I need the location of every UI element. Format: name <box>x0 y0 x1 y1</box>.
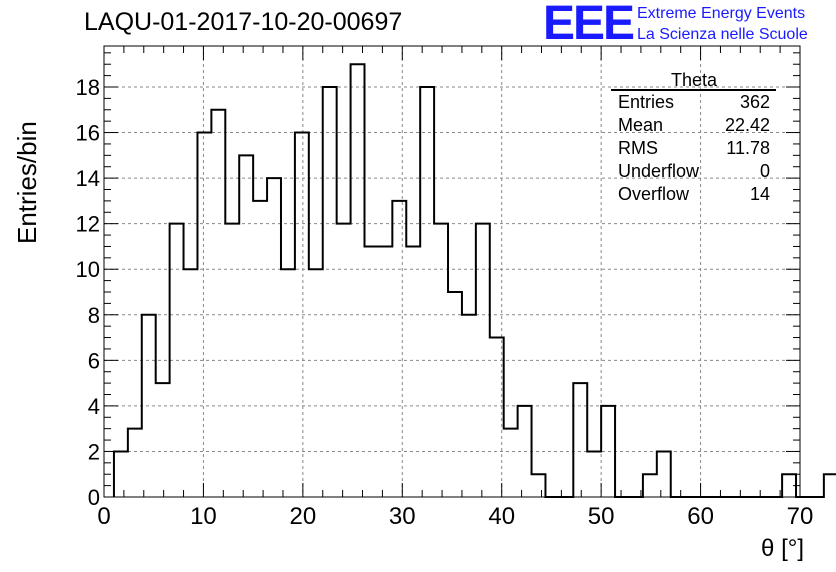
stats-row-entries: Entries 362 <box>618 92 770 114</box>
x-tick-label: 20 <box>290 503 317 530</box>
histogram-bin <box>601 406 615 497</box>
x-tick-label: 70 <box>787 503 814 530</box>
histogram-bin <box>392 201 406 497</box>
histogram-bin <box>406 246 420 497</box>
y-tick-label: 8 <box>88 303 100 328</box>
y-axis-label: Entries/bin <box>12 120 42 244</box>
stats-key: Underflow <box>618 161 700 181</box>
eee-logo: EEE <box>543 0 635 50</box>
stats-key: Overflow <box>618 184 690 204</box>
histogram-bin <box>420 87 434 497</box>
histogram-bin <box>156 383 170 497</box>
histogram-bin <box>253 201 267 497</box>
stats-value: 14 <box>749 184 770 204</box>
y-tick-label: 2 <box>88 439 100 464</box>
histogram-bin <box>573 383 587 497</box>
histogram-bin <box>142 315 156 497</box>
stats-row-mean: Mean 22.42 <box>618 115 770 137</box>
histogram-bin <box>365 246 379 497</box>
plot-frame <box>103 45 801 498</box>
histogram-bin <box>476 224 490 497</box>
stats-value: 0 <box>759 161 770 181</box>
y-tick-label: 4 <box>88 394 100 419</box>
histogram-bin <box>211 110 225 497</box>
histogram-bin <box>490 338 504 497</box>
y-tick-label: 0 <box>88 485 100 510</box>
logo-text: Extreme Energy Events La Scienza nelle S… <box>637 3 808 45</box>
y-tick-label: 6 <box>88 348 100 373</box>
histogram-bin <box>337 224 351 497</box>
histogram-bin <box>587 451 601 497</box>
histogram-bin <box>504 429 518 497</box>
x-tick-label: 30 <box>389 503 416 530</box>
y-tick-label: 10 <box>76 257 100 282</box>
x-tick-label: 50 <box>588 503 615 530</box>
x-tick-label: 40 <box>488 503 515 530</box>
histogram-bin <box>295 133 309 497</box>
y-tick-label: 14 <box>76 166 100 191</box>
stats-row-underflow: Underflow 0 <box>618 161 770 183</box>
x-tick-label: 10 <box>190 503 217 530</box>
histogram-bin <box>824 474 836 497</box>
stats-row-rms: RMS 11.78 <box>618 138 770 160</box>
histogram-bin <box>239 155 253 497</box>
histogram-bin <box>378 246 392 497</box>
y-tick-label: 12 <box>76 212 100 237</box>
stats-row-overflow: Overflow 14 <box>618 184 770 206</box>
plot-title: LAQU-01-2017-10-20-00697 <box>84 8 403 36</box>
logo-line-1: Extreme Energy Events <box>637 5 806 22</box>
histogram-bin <box>532 474 546 497</box>
histogram-bin <box>184 269 198 497</box>
y-tick-label: 16 <box>76 121 100 146</box>
x-axis-label: θ [°] <box>761 535 804 562</box>
histogram-bin <box>197 133 211 497</box>
stats-box-title: Theta <box>670 70 718 90</box>
histogram-bin <box>225 224 239 497</box>
histogram-bin <box>448 292 462 497</box>
histogram-bin <box>114 451 128 497</box>
histogram-bin <box>657 451 671 497</box>
histogram-bin <box>309 269 323 497</box>
histogram-bin <box>434 224 448 497</box>
stats-key: RMS <box>618 138 658 158</box>
stats-value: 362 <box>739 92 770 112</box>
histogram-bin <box>518 406 532 497</box>
stats-value: 22.42 <box>724 115 770 135</box>
histogram-bin <box>643 474 657 497</box>
stats-key: Mean <box>618 115 664 135</box>
histogram-bin <box>170 224 184 497</box>
histogram-bin <box>351 64 365 497</box>
stats-value: 11.78 <box>726 138 770 158</box>
histogram-bin <box>323 87 337 497</box>
histogram-bin <box>281 269 295 497</box>
stats-key: Entries <box>618 92 675 112</box>
histogram-bin <box>462 315 476 497</box>
logo-line-2: La Scienza nelle Scuole <box>637 26 808 43</box>
x-tick-label: 0 <box>97 503 110 530</box>
histogram-bin <box>128 429 142 497</box>
histogram-bin <box>267 178 281 497</box>
x-tick-label: 60 <box>687 503 714 530</box>
y-tick-label: 18 <box>76 75 100 100</box>
